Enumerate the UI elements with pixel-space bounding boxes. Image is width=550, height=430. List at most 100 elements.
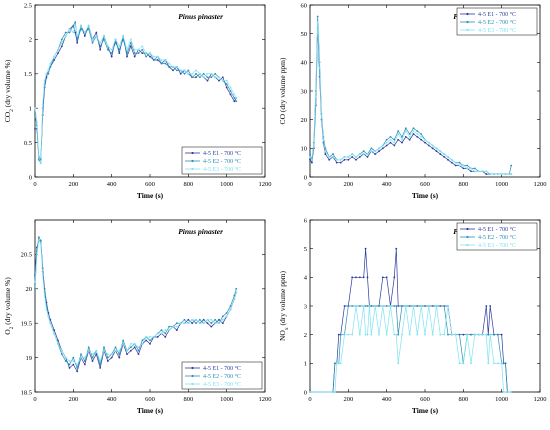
data-point (370, 305, 373, 307)
data-point (53, 329, 56, 331)
data-point (462, 362, 465, 365)
series-line (310, 305, 512, 393)
data-point (133, 346, 136, 349)
data-point (439, 153, 442, 155)
series-3 (309, 305, 513, 393)
data-point (195, 69, 197, 72)
data-point (510, 391, 513, 393)
data-point (76, 363, 79, 366)
data-point (447, 305, 449, 307)
data-point (412, 127, 415, 130)
data-point (416, 305, 419, 307)
legend: 4-5 E1 - 700 °C4-5 E2 - 700 °C4-5 E3 - 7… (456, 7, 538, 36)
data-point (404, 305, 407, 307)
data-point (95, 31, 98, 34)
data-point (435, 305, 438, 307)
series-3 (309, 21, 513, 176)
data-point (233, 100, 236, 103)
data-point (110, 48, 113, 51)
data-point (381, 144, 384, 147)
data-point (175, 66, 178, 68)
x-tick-label: 600 (145, 396, 155, 403)
series-1 (34, 24, 238, 161)
x-tick-label: 800 (458, 181, 468, 188)
data-point (470, 362, 472, 365)
y-tick-label: 20 (26, 286, 33, 293)
data-point (218, 76, 220, 79)
data-point (91, 353, 94, 356)
data-point (37, 236, 40, 239)
x-tick-label: 400 (107, 181, 117, 188)
data-point (126, 55, 128, 58)
data-point (347, 333, 350, 336)
data-point (122, 38, 125, 41)
data-point (175, 325, 178, 328)
data-point (141, 48, 144, 51)
data-point (110, 356, 113, 359)
series-2 (309, 305, 513, 393)
data-point (195, 76, 197, 79)
x-axis-title: Time (s) (412, 191, 439, 200)
data-point (183, 72, 186, 75)
data-point (83, 356, 86, 359)
data-point (172, 66, 174, 68)
data-point (218, 322, 220, 325)
data-point (114, 38, 117, 41)
x-tick-label: 200 (343, 181, 353, 188)
data-point (141, 45, 144, 48)
data-point (145, 55, 148, 58)
data-point (493, 362, 495, 365)
data-point (424, 141, 426, 144)
data-point (347, 158, 350, 161)
data-point (506, 391, 509, 393)
data-point (221, 76, 224, 79)
data-point (233, 96, 236, 99)
data-point (358, 333, 361, 336)
data-point (114, 346, 117, 349)
data-point (393, 305, 396, 307)
data-point (225, 311, 228, 314)
data-point (218, 79, 220, 82)
data-point (47, 72, 50, 75)
data-point (141, 342, 144, 345)
data-point (332, 156, 334, 158)
x-axis-title: Time (s) (137, 406, 164, 415)
data-point (366, 333, 369, 336)
data-point (458, 164, 461, 167)
data-point (229, 308, 232, 311)
data-point (37, 158, 40, 161)
data-point (49, 66, 52, 68)
legend-marker (466, 28, 469, 32)
data-point (106, 360, 109, 362)
data-point (133, 55, 136, 58)
data-point (504, 362, 507, 365)
series-line (310, 305, 512, 393)
data-point (510, 164, 513, 167)
data-point (126, 52, 128, 55)
legend: 4-5 E1 - 700 °C4-5 E2 - 700 °C4-5 E3 - 7… (181, 146, 263, 175)
data-point (339, 333, 342, 336)
data-point (416, 135, 419, 138)
data-point (385, 141, 388, 144)
data-point (427, 144, 430, 147)
data-point (485, 305, 488, 307)
data-point (450, 161, 453, 164)
data-point (74, 21, 77, 24)
data-point (381, 305, 384, 307)
data-point (103, 349, 105, 352)
series-2 (34, 21, 238, 165)
legend-marker (466, 12, 469, 16)
data-point (477, 333, 480, 336)
y-tick-label: 20.5 (21, 252, 32, 259)
data-point (99, 41, 102, 44)
x-tick-label: 400 (107, 396, 117, 403)
data-point (68, 28, 71, 30)
series-1 (309, 27, 513, 176)
data-point (408, 133, 411, 135)
y-tick-label: 2 (29, 37, 32, 44)
data-point (34, 127, 36, 130)
data-point (343, 158, 346, 161)
y-tick-label: 0 (304, 174, 307, 181)
x-tick-label: 200 (68, 396, 78, 403)
data-point (110, 55, 113, 58)
